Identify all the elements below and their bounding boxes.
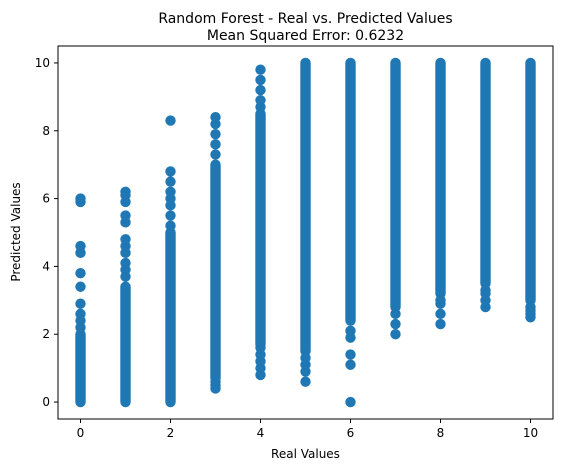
- point-column-2: [165, 115, 176, 408]
- dense-point-band: [480, 57, 491, 289]
- data-point: [300, 352, 311, 364]
- plot-points: [75, 57, 536, 408]
- data-point: [210, 149, 221, 160]
- dense-point-band: [255, 108, 266, 350]
- y-axis-label: Predicted Values: [9, 182, 23, 281]
- dense-point-band: [210, 159, 221, 384]
- point-column-4: [255, 64, 266, 381]
- data-point: [120, 210, 131, 221]
- chart-title: Random Forest - Real vs. Predicted Value…: [158, 11, 452, 27]
- data-point: [210, 112, 221, 123]
- data-point: [255, 84, 266, 96]
- y-tick-label: 0: [42, 395, 50, 409]
- data-point: [165, 115, 176, 126]
- dense-point-band: [165, 227, 176, 408]
- data-point: [75, 240, 86, 252]
- data-point: [435, 318, 446, 330]
- dense-point-band: [435, 57, 446, 299]
- data-point: [345, 359, 356, 370]
- point-column-6: [345, 57, 356, 408]
- y-tick-label: 6: [42, 192, 50, 206]
- dense-point-band: [525, 57, 536, 306]
- data-point: [165, 186, 176, 198]
- data-point: [255, 64, 266, 75]
- point-column-1: [120, 186, 131, 408]
- data-point: [480, 284, 491, 296]
- data-point: [210, 376, 221, 387]
- data-point: [345, 325, 356, 337]
- x-tick-label: 6: [347, 426, 355, 440]
- data-point: [435, 295, 446, 306]
- data-point: [75, 193, 86, 204]
- point-column-3: [210, 112, 221, 394]
- dense-point-band: [390, 57, 401, 313]
- x-tick-label: 0: [77, 426, 85, 440]
- y-tick-label: 8: [42, 124, 50, 138]
- data-point: [165, 176, 176, 187]
- data-point: [345, 396, 356, 408]
- data-point: [390, 308, 401, 320]
- point-column-8: [435, 57, 446, 330]
- y-tick-label: 4: [42, 259, 50, 273]
- y-axis: 0 2 4 6 8 10: [35, 56, 58, 409]
- point-column-10: [525, 57, 536, 323]
- y-tick-label: 2: [42, 327, 50, 341]
- x-tick-label: 2: [167, 426, 175, 440]
- data-point: [75, 267, 86, 279]
- dense-point-band: [345, 57, 356, 326]
- data-point: [165, 220, 176, 231]
- point-column-0: [75, 193, 86, 408]
- data-point: [255, 74, 266, 86]
- x-tick-label: 10: [523, 426, 538, 440]
- data-point: [75, 281, 86, 292]
- y-tick-label: 10: [35, 56, 50, 70]
- data-point: [120, 186, 131, 198]
- point-column-7: [390, 57, 401, 340]
- data-point: [300, 376, 311, 387]
- data-point: [210, 128, 221, 140]
- data-point: [165, 210, 176, 221]
- chart-subtitle: Mean Squared Error: 0.6232: [207, 28, 404, 44]
- dense-point-band: [120, 281, 131, 408]
- data-point: [75, 298, 86, 309]
- x-axis: 0 2 4 6 8 10: [77, 419, 538, 440]
- x-tick-label: 8: [437, 426, 445, 440]
- data-point: [165, 166, 176, 177]
- data-point: [435, 308, 446, 320]
- data-point: [210, 139, 221, 150]
- point-column-9: [480, 57, 491, 313]
- x-axis-label: Real Values: [271, 447, 340, 461]
- data-point: [525, 301, 536, 313]
- x-tick-label: 4: [257, 426, 265, 440]
- data-point: [390, 318, 401, 330]
- dense-point-band: [300, 57, 311, 357]
- point-column-5: [300, 57, 311, 387]
- data-point: [390, 329, 401, 340]
- plot-frame: [57, 45, 554, 420]
- data-point: [255, 95, 266, 106]
- data-point: [120, 234, 131, 245]
- data-point: [75, 308, 86, 320]
- data-point: [120, 257, 131, 269]
- data-point: [255, 342, 266, 353]
- dense-point-band: [75, 329, 86, 408]
- data-point: [345, 349, 356, 360]
